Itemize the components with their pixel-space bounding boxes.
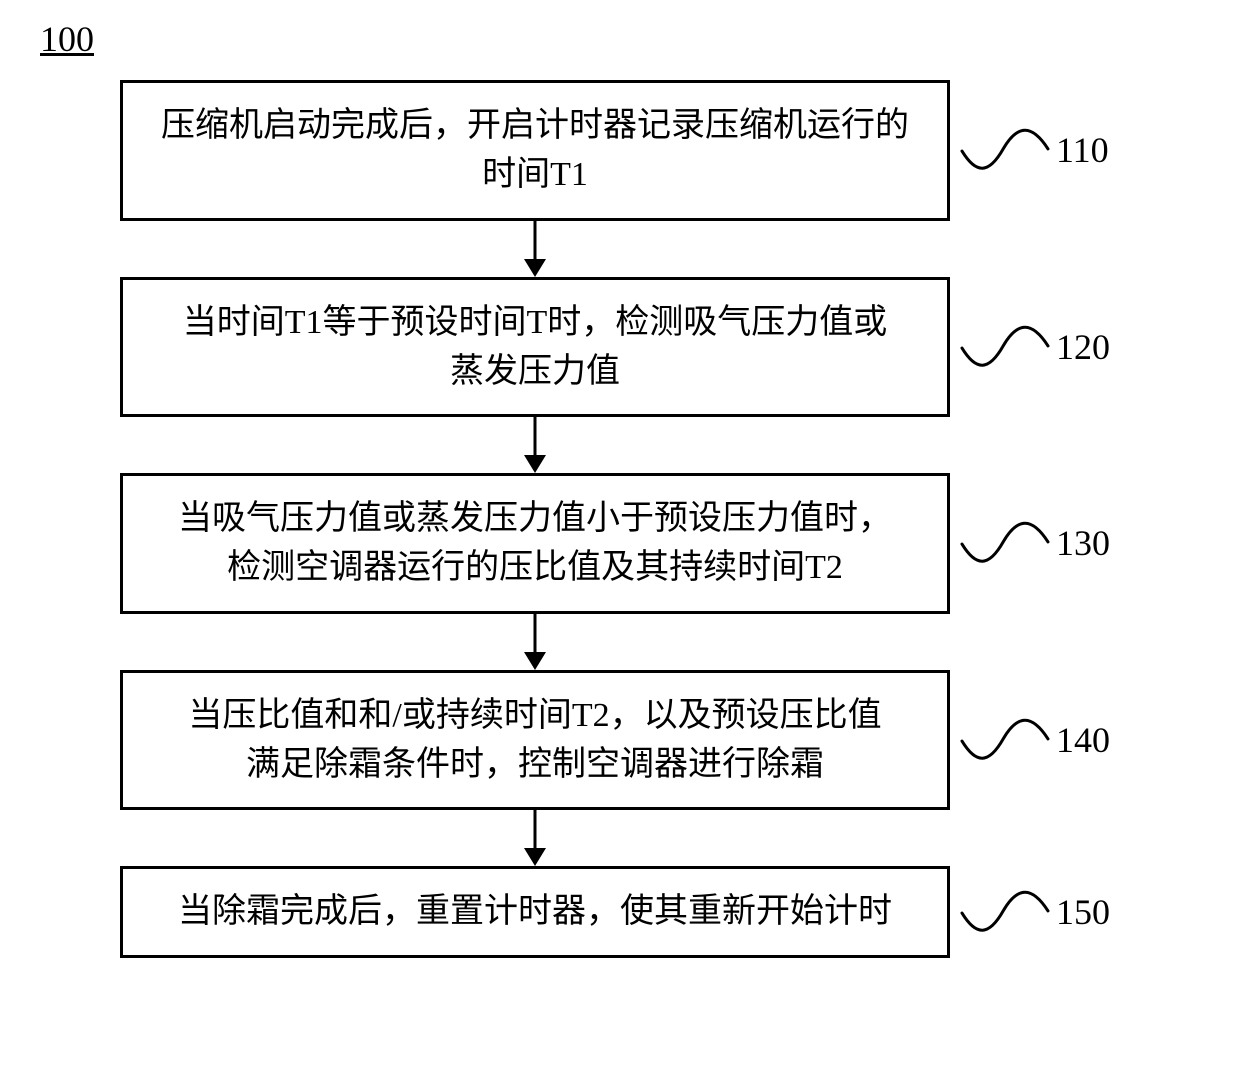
step-text-line: 当除霜完成后，重置计时器，使其重新开始计时 (143, 887, 927, 936)
step-text-line: 压缩机启动完成后，开启计时器记录压缩机运行的 (143, 101, 927, 150)
step-text-line: 检测空调器运行的压比值及其持续时间T2 (143, 543, 927, 592)
step-row-140: 当压比值和和/或持续时间T2，以及预设压比值满足除霜条件时，控制空调器进行除霜 … (100, 670, 1140, 811)
step-text-line: 当时间T1等于预设时间T时，检测吸气压力值或 (143, 298, 927, 347)
callout-110: 110 (960, 123, 1109, 177)
step-row-110: 压缩机启动完成后，开启计时器记录压缩机运行的时间T1 110 (100, 80, 1140, 221)
step-box-140: 当压比值和和/或持续时间T2，以及预设压比值满足除霜条件时，控制空调器进行除霜 (120, 670, 950, 811)
step-text-line: 当吸气压力值或蒸发压力值小于预设压力值时， (143, 494, 927, 543)
arrow-down-icon (120, 221, 950, 277)
callout-label: 140 (1056, 719, 1110, 761)
callout-140: 140 (960, 713, 1110, 767)
step-row-150: 当除霜完成后，重置计时器，使其重新开始计时 150 (100, 866, 1140, 957)
callout-150: 150 (960, 885, 1110, 939)
step-box-130: 当吸气压力值或蒸发压力值小于预设压力值时，检测空调器运行的压比值及其持续时间T2 (120, 473, 950, 614)
arrow-down-icon (120, 614, 950, 670)
step-box-120: 当时间T1等于预设时间T时，检测吸气压力值或蒸发压力值 (120, 277, 950, 418)
page: 100 压缩机启动完成后，开启计时器记录压缩机运行的时间T1 110 当时间T1… (0, 0, 1240, 1077)
callout-label: 120 (1056, 326, 1110, 368)
flowchart: 压缩机启动完成后，开启计时器记录压缩机运行的时间T1 110 当时间T1等于预设… (100, 80, 1140, 958)
arrow-down-icon (120, 417, 950, 473)
step-box-110: 压缩机启动完成后，开启计时器记录压缩机运行的时间T1 (120, 80, 950, 221)
callout-label: 130 (1056, 522, 1110, 564)
callout-label: 110 (1056, 129, 1109, 171)
step-row-120: 当时间T1等于预设时间T时，检测吸气压力值或蒸发压力值 120 (100, 277, 1140, 418)
step-text-line: 时间T1 (143, 150, 927, 199)
arrow-down-icon (120, 810, 950, 866)
step-text-line: 当压比值和和/或持续时间T2，以及预设压比值 (143, 691, 927, 740)
figure-number: 100 (40, 18, 94, 60)
step-row-130: 当吸气压力值或蒸发压力值小于预设压力值时，检测空调器运行的压比值及其持续时间T2… (100, 473, 1140, 614)
callout-label: 150 (1056, 891, 1110, 933)
callout-130: 130 (960, 516, 1110, 570)
callout-120: 120 (960, 320, 1110, 374)
step-box-150: 当除霜完成后，重置计时器，使其重新开始计时 (120, 866, 950, 957)
step-text-line: 蒸发压力值 (143, 347, 927, 396)
step-text-line: 满足除霜条件时，控制空调器进行除霜 (143, 740, 927, 789)
